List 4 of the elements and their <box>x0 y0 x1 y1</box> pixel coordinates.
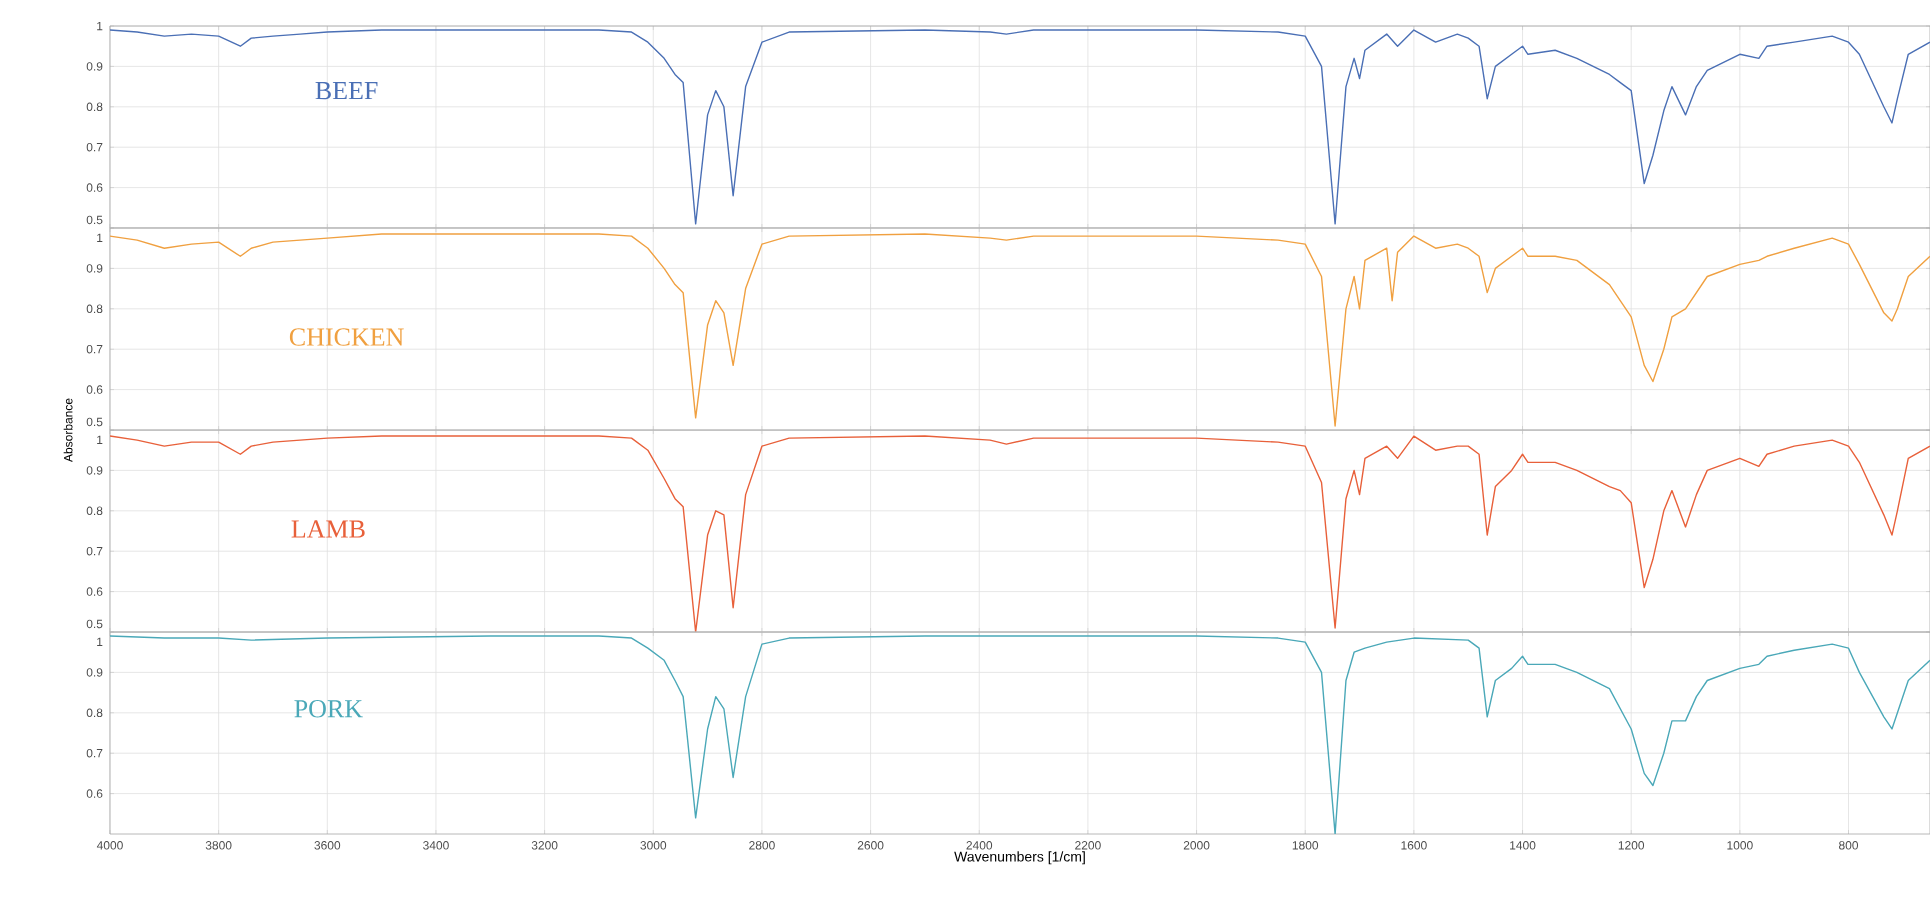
text: PORK <box>294 700 363 718</box>
text: CHICKEN <box>289 328 404 346</box>
series-label: BEEF <box>315 82 378 100</box>
text: LAMB <box>291 520 365 538</box>
